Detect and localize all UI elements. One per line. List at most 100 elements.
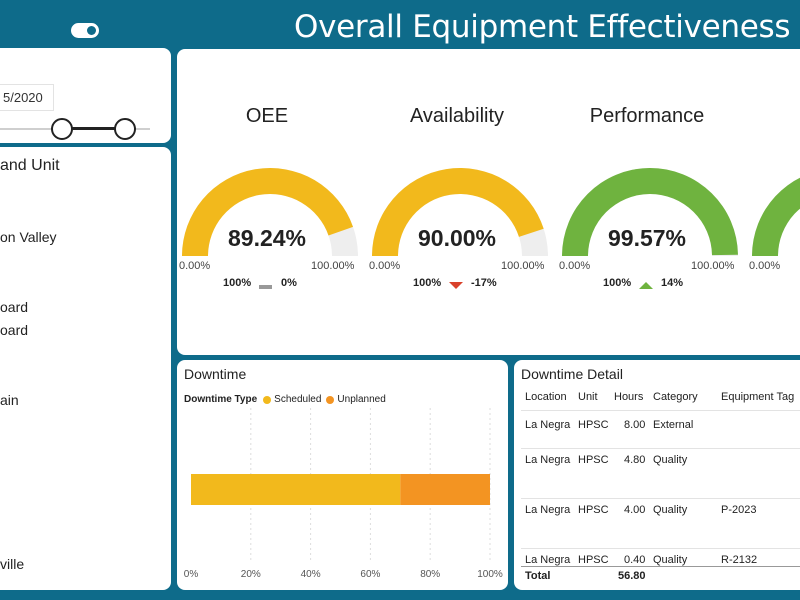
cell-unit: HPSC (578, 419, 609, 431)
x-tick-label: 100% (477, 569, 503, 580)
flat-bar-icon (259, 285, 272, 289)
location-item[interactable]: oard (0, 299, 29, 315)
cell-hours: 0.40 (624, 554, 646, 566)
gauge-arc (182, 167, 358, 256)
slider-start-handle[interactable] (51, 118, 73, 140)
cell-category: External (653, 419, 694, 431)
downtime-detail-panel: Downtime Detail Location Unit Hours Cate… (514, 360, 800, 590)
up-arrow-icon (639, 282, 653, 289)
gauge-fill (752, 177, 800, 256)
x-tick-label: 0% (184, 569, 199, 580)
header-divider (521, 410, 800, 411)
slider-end-handle[interactable] (114, 118, 136, 140)
cell-unit: HPSC (578, 554, 609, 566)
downtime-chart[interactable]: 0% 20% 40% 60% 80% 100% (177, 406, 508, 590)
gauge-min-label: 0.00% (369, 260, 401, 272)
gauge-min-label: 0.00% (559, 260, 591, 272)
cell-category: Quality (653, 554, 688, 566)
location-item[interactable]: on Valley (0, 229, 57, 245)
gauge-delta: 14% (661, 277, 684, 289)
x-tick-label: 60% (360, 569, 380, 580)
gauge-arc (562, 167, 738, 256)
trend-indicator-icon (639, 282, 653, 289)
column-header-category[interactable]: Category (653, 391, 698, 403)
chart-legend: Downtime Type Scheduled Unplanned (184, 394, 391, 405)
downtime-panel: Downtime Downtime Type Scheduled Unplann… (177, 360, 508, 590)
gauge-title: Availability (409, 105, 505, 127)
gauge-target: 100% (603, 277, 632, 289)
gauge-value: 99.57% (607, 225, 686, 251)
cell-location: La Negra (525, 454, 571, 466)
legend-dot-icon (263, 395, 272, 404)
downtime-title: Downtime (184, 366, 247, 382)
cell-unit: HPSC (578, 454, 609, 466)
x-tick-label: 40% (301, 569, 321, 580)
gauge-max-label: 100.00% (691, 260, 735, 272)
x-tick-label: 80% (420, 569, 440, 580)
row-divider (521, 448, 800, 449)
gauge-value: 89.24% (227, 225, 306, 251)
column-header-hours[interactable]: Hours (614, 391, 644, 403)
gauge-target: 100% (223, 277, 252, 289)
gauge-delta: -17% (471, 277, 497, 289)
gauge-fill (372, 167, 544, 256)
kpi-panel: OEE 89.24% 0.00% 100.00% 100% 0% Availab… (177, 49, 800, 355)
location-item[interactable]: ville (0, 556, 25, 572)
location-item[interactable]: oard (0, 322, 29, 338)
location-item[interactable]: ain (0, 392, 19, 408)
column-header-location[interactable]: Location (525, 391, 567, 403)
cell-category: Quality (653, 454, 688, 466)
column-header-equipment-tag[interactable]: Equipment Tag (721, 391, 795, 403)
gauge-quality[interactable]: 0.00% (747, 49, 800, 355)
bar-scheduled[interactable] (191, 474, 401, 505)
cell-category: Quality (653, 504, 688, 516)
date-slicer: 5/2020 (0, 48, 171, 143)
gauge-delta: 0% (281, 277, 297, 289)
gauge-max-label: 100.00% (311, 260, 355, 272)
legend-dot-icon (326, 395, 335, 404)
total-divider (521, 566, 800, 567)
header-bar: Overall Equipment Effectiveness (OEE) (0, 0, 800, 52)
cell-unit: HPSC (578, 504, 609, 516)
cell-location: La Negra (525, 554, 571, 566)
cell-location: La Negra (525, 419, 571, 431)
toggle-knob (87, 26, 96, 35)
gauge-fill (562, 167, 738, 256)
theme-toggle[interactable] (71, 23, 99, 38)
cell-hours: 4.80 (624, 454, 646, 466)
cell-equipment-tag: R-2132 (721, 554, 758, 566)
cell-hours: 8.00 (624, 419, 646, 431)
gauge-title: OEE (245, 105, 289, 127)
gauge-max-label: 100.00% (501, 260, 545, 272)
x-tick-label: 20% (241, 569, 261, 580)
date-slider-range (62, 127, 124, 130)
row-divider (521, 498, 800, 499)
detail-title: Downtime Detail (521, 366, 623, 382)
cell-hours: 4.00 (624, 504, 646, 516)
legend-item-scheduled[interactable]: Scheduled (263, 394, 321, 405)
cell-equipment-tag: P-2023 (721, 504, 757, 516)
column-header-unit[interactable]: Unit (578, 391, 598, 403)
row-divider (521, 548, 800, 549)
gauge-arc (752, 177, 800, 256)
trend-indicator-icon (259, 285, 272, 289)
bar-unplanned[interactable] (400, 474, 490, 505)
gauge-arc (372, 167, 548, 256)
gauge-availability[interactable]: Availability 90.00% 0.00% 100.00% 100% -… (367, 49, 557, 355)
gauge-value: 90.00% (417, 225, 496, 251)
end-date-input[interactable]: 5/2020 (0, 84, 54, 111)
gauge-target: 100% (413, 277, 442, 289)
gauge-performance[interactable]: Performance 99.57% 0.00% 100.00% 100% 14… (557, 49, 747, 355)
gauge-title: Performance (589, 105, 705, 127)
gauge-oee[interactable]: OEE 89.24% 0.00% 100.00% 100% 0% (177, 49, 367, 355)
down-arrow-icon (449, 282, 463, 289)
trend-indicator-icon (449, 282, 463, 289)
legend-item-unplanned[interactable]: Unplanned (326, 394, 386, 405)
location-slicer: and Unit on Valley oard oard ain ville (0, 147, 171, 590)
legend-title: Downtime Type (184, 394, 258, 405)
legend-label: Scheduled (274, 394, 322, 405)
location-slicer-title: and Unit (0, 157, 60, 174)
gauge-fill (182, 167, 354, 256)
total-label: Total (525, 570, 551, 582)
legend-label: Unplanned (337, 394, 386, 405)
